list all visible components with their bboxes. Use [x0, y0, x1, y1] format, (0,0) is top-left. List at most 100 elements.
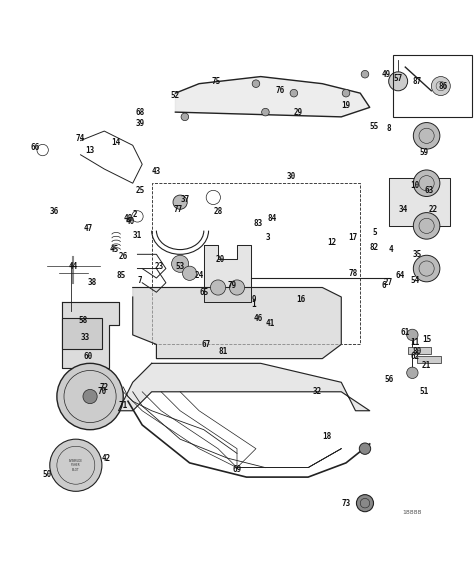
Text: 74: 74: [76, 134, 85, 143]
Text: 75: 75: [211, 77, 220, 86]
Text: 84: 84: [268, 214, 277, 223]
Text: 70: 70: [97, 388, 107, 396]
Text: 11: 11: [410, 338, 419, 347]
Polygon shape: [62, 302, 118, 368]
Text: 38: 38: [88, 278, 97, 288]
Text: 18888: 18888: [403, 510, 422, 515]
Text: 27: 27: [384, 278, 393, 288]
Polygon shape: [175, 76, 370, 117]
Circle shape: [50, 439, 102, 491]
Circle shape: [229, 280, 245, 295]
Text: 45: 45: [109, 245, 118, 254]
Text: 10: 10: [410, 181, 419, 190]
Text: 86: 86: [438, 82, 448, 90]
Text: 18: 18: [322, 432, 332, 441]
Text: 36: 36: [50, 207, 59, 216]
Text: 15: 15: [422, 335, 431, 344]
Bar: [417, 356, 441, 363]
Text: 8: 8: [386, 124, 391, 133]
Text: 85: 85: [116, 271, 126, 280]
Text: 26: 26: [118, 252, 128, 261]
Text: 35: 35: [412, 250, 422, 259]
Text: 33: 33: [81, 333, 90, 342]
Text: 39: 39: [135, 120, 145, 128]
Text: 51: 51: [419, 388, 429, 396]
Text: 64: 64: [396, 271, 405, 280]
Text: 49: 49: [382, 70, 391, 79]
Text: 30: 30: [287, 171, 296, 181]
Circle shape: [413, 213, 440, 239]
Circle shape: [431, 76, 450, 95]
Text: EVINRUDE
FISHER
PILOT: EVINRUDE FISHER PILOT: [69, 459, 83, 472]
Text: 60: 60: [83, 352, 92, 361]
Text: 40: 40: [126, 217, 135, 225]
Circle shape: [407, 329, 418, 340]
Text: 72: 72: [100, 382, 109, 392]
Text: 9: 9: [251, 295, 256, 304]
Circle shape: [252, 80, 260, 87]
Text: 22: 22: [429, 205, 438, 214]
Text: 17: 17: [348, 233, 358, 242]
Text: 46: 46: [254, 314, 263, 323]
Text: 5: 5: [372, 228, 377, 237]
Text: 81: 81: [218, 347, 228, 356]
Text: 25: 25: [135, 186, 145, 195]
Text: 65: 65: [199, 288, 209, 297]
Text: 78: 78: [348, 269, 358, 278]
Bar: [62, 319, 102, 349]
Text: 24: 24: [194, 271, 204, 280]
Circle shape: [342, 89, 350, 97]
Circle shape: [389, 72, 408, 91]
Text: 83: 83: [254, 219, 263, 228]
Circle shape: [181, 113, 189, 121]
Text: 16: 16: [296, 295, 306, 304]
Circle shape: [413, 255, 440, 282]
Text: 29: 29: [294, 108, 303, 117]
Text: 23: 23: [154, 262, 164, 271]
Text: 61: 61: [401, 328, 410, 337]
Text: 13: 13: [85, 145, 95, 155]
Text: 63: 63: [424, 186, 434, 195]
Text: 57: 57: [393, 74, 403, 83]
Text: 43: 43: [152, 167, 161, 176]
Text: 12: 12: [327, 238, 337, 247]
Text: 80: 80: [412, 347, 422, 356]
Circle shape: [359, 443, 371, 454]
Text: 34: 34: [398, 205, 408, 214]
Text: 1: 1: [251, 300, 256, 309]
Circle shape: [262, 108, 269, 116]
Polygon shape: [389, 178, 450, 226]
Text: 67: 67: [201, 340, 211, 349]
Text: 6: 6: [382, 281, 386, 290]
Circle shape: [413, 122, 440, 149]
Bar: [408, 347, 431, 354]
Circle shape: [210, 280, 226, 295]
Text: 14: 14: [111, 139, 121, 147]
Text: 37: 37: [180, 196, 190, 204]
Text: 77: 77: [173, 205, 182, 214]
Circle shape: [173, 195, 187, 209]
Text: 2: 2: [133, 209, 137, 218]
Text: 59: 59: [419, 148, 429, 157]
Circle shape: [172, 255, 189, 273]
Polygon shape: [133, 288, 341, 359]
Text: 79: 79: [228, 281, 237, 290]
Text: 21: 21: [422, 361, 431, 370]
Text: 73: 73: [341, 499, 351, 508]
Text: 20: 20: [216, 255, 225, 263]
Text: 87: 87: [412, 77, 422, 86]
Polygon shape: [204, 245, 251, 302]
Circle shape: [83, 389, 97, 404]
Text: 50: 50: [43, 470, 52, 479]
Text: 69: 69: [232, 466, 242, 474]
Text: 47: 47: [83, 224, 92, 233]
Text: 52: 52: [171, 91, 180, 100]
Text: 66: 66: [31, 143, 40, 152]
Text: 76: 76: [275, 86, 284, 95]
Circle shape: [413, 170, 440, 197]
Text: 68: 68: [135, 108, 145, 117]
Text: 62: 62: [410, 352, 419, 361]
Text: 4: 4: [389, 245, 393, 254]
Text: 31: 31: [133, 231, 142, 240]
Text: 54: 54: [410, 276, 419, 285]
